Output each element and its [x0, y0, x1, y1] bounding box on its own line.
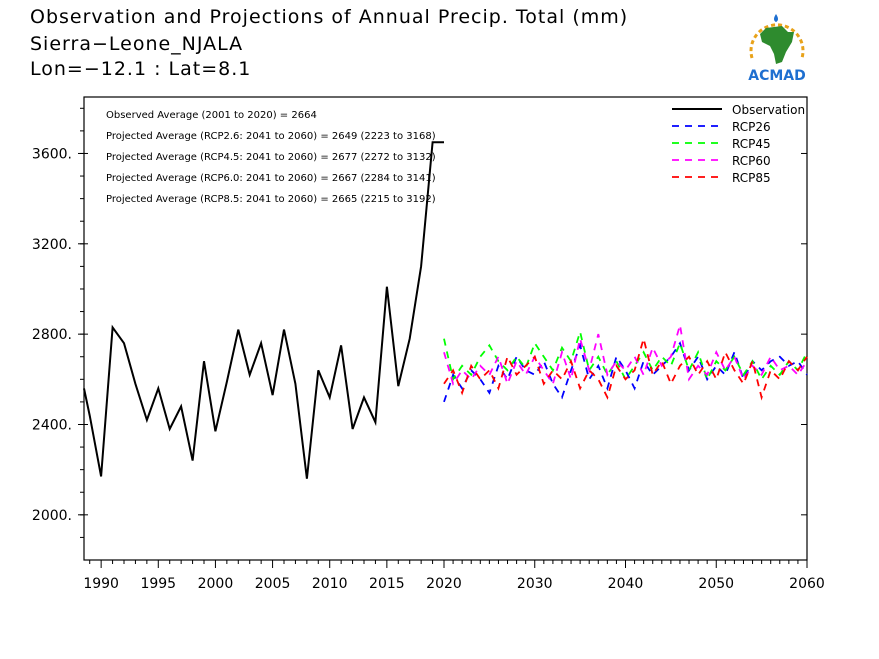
station-name: Sierra−Leone_NJALA [30, 33, 244, 55]
series-lines [83, 141, 808, 479]
legend-label: RCP60 [732, 154, 771, 168]
x-tick-label: 2060 [789, 576, 825, 592]
africa-map-sun-logo-icon: ACMAD [748, 14, 806, 84]
x-tick-label: 2040 [608, 576, 644, 592]
y-tick-label: 2800. [32, 327, 72, 343]
annotations: Observed Average (2001 to 2020) = 2664 Pr… [106, 110, 436, 205]
legend-label: RCP85 [732, 171, 771, 185]
x-tick-label: 2030 [517, 576, 553, 592]
x-tick-label: 2005 [255, 576, 291, 592]
axes: 2000. 2400. 2800. 3200. 3600. 1990 1995 2000 200… [32, 96, 825, 592]
chart-title: Observation and Projections of Annual Pr… [30, 6, 629, 28]
x-tick-label: 2020 [426, 576, 462, 592]
x-tick-label: 1995 [140, 576, 176, 592]
x-tick-label: 2000 [198, 576, 234, 592]
y-tick-label: 2000. [32, 508, 72, 524]
y-tick-label: 2400. [32, 417, 72, 433]
logo-text: ACMAD [748, 68, 806, 84]
x-tick-label: 1990 [83, 576, 119, 592]
legend: Observation RCP26 RCP45 RCP60 RCP85 [672, 103, 805, 185]
annotation-line: Projected Average (RCP2.6: 2041 to 2060)… [106, 131, 436, 142]
legend-label: Observation [732, 103, 805, 117]
series-line-rcp85 [443, 335, 808, 401]
y-tick-label: 3200. [32, 237, 72, 253]
series-line-rcp60 [443, 324, 808, 387]
x-tick-label: 2015 [369, 576, 405, 592]
plot-frame [83, 96, 808, 561]
x-tick-label: 2010 [312, 576, 348, 592]
legend-label: RCP26 [732, 120, 771, 134]
series-line-rcp45 [443, 328, 808, 382]
x-tick-label: 2050 [698, 576, 734, 592]
y-tick-label: 3600. [32, 146, 72, 162]
station-coordinates: Lon=−12.1 : Lat=8.1 [30, 58, 252, 80]
annotation-line: Projected Average (RCP4.5: 2041 to 2060)… [106, 152, 436, 163]
legend-label: RCP45 [732, 137, 771, 151]
annotation-line: Projected Average (RCP6.0: 2041 to 2060)… [106, 173, 436, 184]
annotation-line: Projected Average (RCP8.5: 2041 to 2060)… [106, 194, 436, 205]
annotation-line: Observed Average (2001 to 2020) = 2664 [106, 110, 317, 121]
series-line-rcp26 [443, 341, 808, 403]
series-line-observation [83, 141, 444, 479]
